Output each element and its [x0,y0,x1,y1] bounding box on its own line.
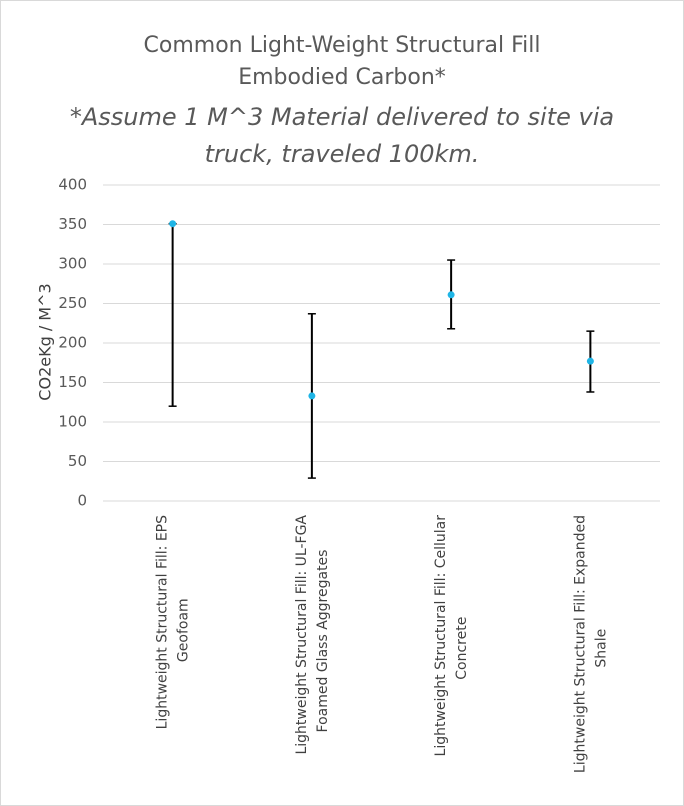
y-tick-label: 400 [58,176,87,194]
chart-subtitle-line-1: *Assume 1 M^3 Material delivered to site… [69,103,615,131]
x-category-label: Lightweight Structural Fill: Cellular Con… [433,515,470,757]
data-point [169,220,177,228]
error-bars [168,222,595,479]
x-axis-categories: Lightweight Structural Fill: EPS Geofoam L… [155,515,610,773]
x-category-label: Lightweight Structural Fill: EPS Geofoam [155,515,192,729]
chart-subtitle-line-2: truck, traveled 100km. [204,140,480,168]
x-category-label: Lightweight Structural Fill: UL-FGA Foame… [294,515,331,755]
x-category-label-line: Lightweight Structural Fill: UL-FGA [294,515,310,755]
data-point [308,392,316,400]
y-tick-label: 100 [58,413,87,431]
y-tick-label: 300 [58,255,87,273]
x-category-label-line: Geofoam [176,598,192,662]
y-axis-label: CO2eKg / M^3 [36,283,55,400]
y-tick-label: 200 [58,334,87,352]
x-category-label-line: Foamed Glass Aggregates [315,550,331,733]
y-tick-label: 50 [68,452,87,470]
chart-title-line-2: Embodied Carbon* [238,65,446,90]
x-category-label-line: Lightweight Structural Fill: EPS [155,515,171,729]
gridlines [103,184,660,502]
data-points [169,220,594,400]
y-tick-label: 250 [58,294,87,312]
chart-title-line-1: Common Light-Weight Structural Fill [143,33,541,58]
y-tick-label: 150 [58,373,87,391]
data-point [447,291,455,299]
x-category-label-line: Concrete [454,617,470,680]
y-axis-ticks: 0 50 100 150 200 250 300 350 400 [58,176,87,510]
x-category-label-line: Shale [593,629,609,668]
y-tick-label: 350 [58,215,87,233]
data-point [586,357,594,365]
y-tick-label: 0 [77,492,87,510]
x-category-label-line: Lightweight Structural Fill: Expanded [572,515,588,773]
x-category-label: Lightweight Structural Fill: Expanded Sha… [572,515,609,773]
x-category-label-line: Lightweight Structural Fill: Cellular [433,515,449,757]
